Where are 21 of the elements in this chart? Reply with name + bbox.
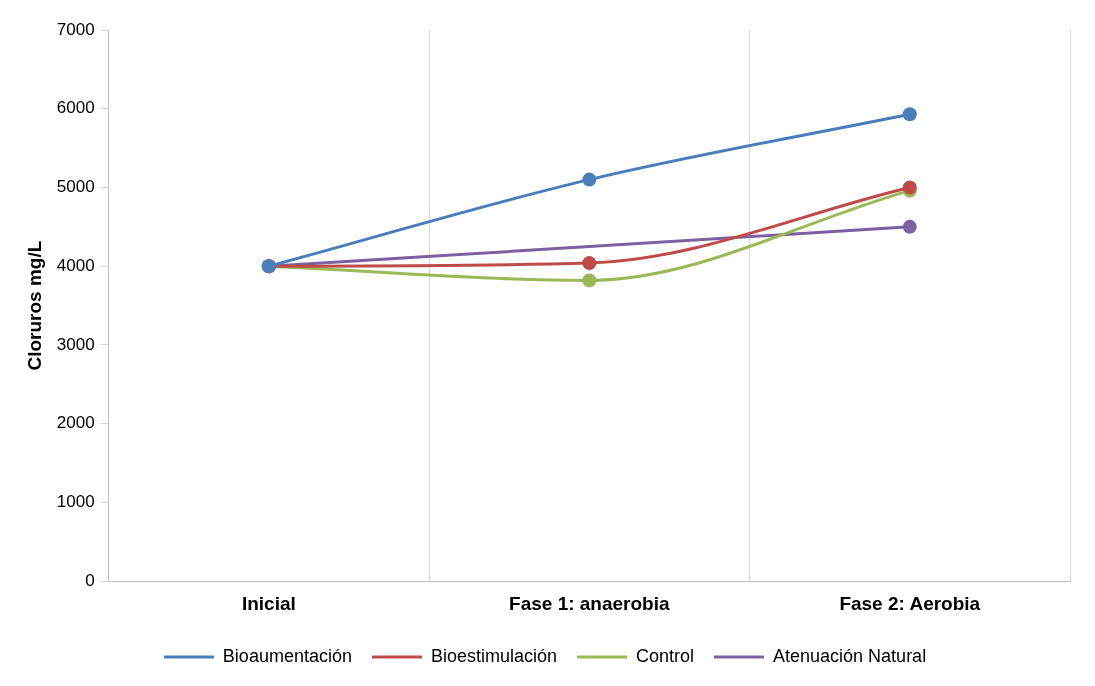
point xyxy=(902,219,917,234)
y-tick-label: 1000 xyxy=(56,492,95,512)
y-axis-title: Cloruros mg/L xyxy=(23,240,45,371)
legend-label: Atenuación Natural xyxy=(773,645,927,666)
y-tick-label: 4000 xyxy=(56,255,95,275)
point xyxy=(582,256,597,271)
point xyxy=(582,172,597,187)
y-tick-label: 6000 xyxy=(56,98,95,118)
x-tick-label: Fase 2: Aerobia xyxy=(839,592,981,614)
y-tick-label: 2000 xyxy=(56,413,95,433)
legend-label: Bioaumentación xyxy=(222,645,352,666)
x-tick-label: Inicial xyxy=(241,592,296,614)
y-tick-label: 3000 xyxy=(56,334,95,354)
legend-label: Bioestimulación xyxy=(430,645,558,666)
point xyxy=(902,107,917,122)
y-tick-label: 5000 xyxy=(56,177,95,197)
y-tick-label: 7000 xyxy=(56,19,95,39)
y-tick-label: 0 xyxy=(85,570,95,590)
x-tick-label: Fase 1: anaerobia xyxy=(509,592,670,614)
point xyxy=(582,273,597,288)
legend-label: Control xyxy=(636,645,695,666)
